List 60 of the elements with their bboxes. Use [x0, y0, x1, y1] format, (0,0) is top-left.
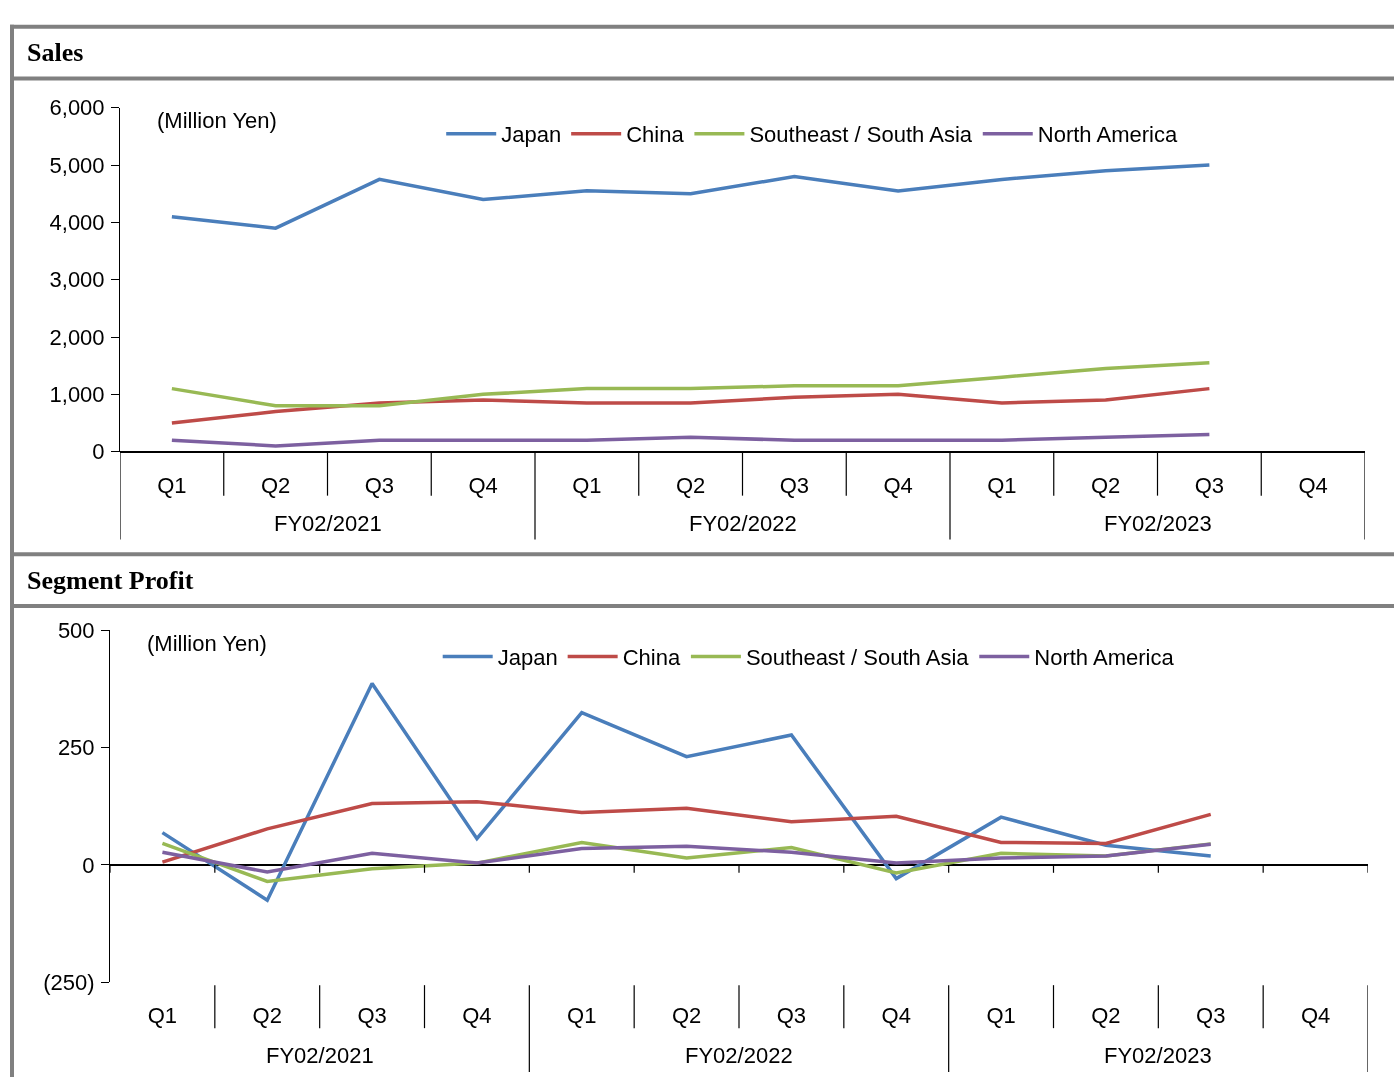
- x-tick-label: Q3: [357, 1003, 387, 1029]
- line-series: [170, 163, 1212, 230]
- x-tick-label: Q4: [883, 472, 913, 498]
- legend-label: China: [626, 122, 685, 148]
- y-tick-label: (250): [43, 969, 95, 995]
- y-tick-label: 0: [92, 439, 105, 465]
- legend-label: Southeast / South Asia: [749, 122, 973, 148]
- x-tick-label: Q4: [1300, 1003, 1331, 1029]
- x-tick-label: Q2: [671, 1003, 702, 1029]
- legend-label: North America: [1037, 122, 1178, 148]
- x-tick-label: Q1: [147, 1003, 178, 1029]
- chart-title: Sales: [27, 38, 84, 67]
- x-tick-label: Q1: [157, 472, 187, 498]
- x-tick-label: Q4: [881, 1003, 911, 1029]
- legend-label: China: [622, 645, 681, 671]
- line-series: [160, 681, 1213, 902]
- y-tick-label: 6,000: [49, 95, 105, 121]
- x-tick-label: Q2: [252, 1003, 282, 1029]
- x-tick-label: Q3: [364, 472, 395, 498]
- line-series: [160, 842, 1213, 874]
- x-tick-label: Q2: [1090, 472, 1121, 498]
- annotation: (Million Yen): [147, 631, 267, 656]
- line-series: [170, 432, 1212, 448]
- y-tick-label: 4,000: [49, 210, 105, 236]
- y-tick-label: 1,000: [49, 382, 105, 408]
- x-tick-label: Q1: [567, 1003, 597, 1029]
- x-tick-label: Q1: [987, 472, 1017, 498]
- x-tick-label: Q4: [462, 1003, 492, 1029]
- chart-title: Segment Profit: [27, 566, 194, 595]
- annotation: (Million Yen): [157, 108, 277, 133]
- x-tick-label: Q3: [776, 1003, 807, 1029]
- legend-label: Japan: [501, 122, 562, 148]
- x-tick-label: Q3: [1194, 472, 1225, 498]
- x-tick-label: Q3: [1196, 1003, 1226, 1029]
- y-tick-label: 0: [82, 852, 95, 878]
- line-series: [170, 386, 1212, 425]
- legend-label: Japan: [497, 645, 558, 671]
- text: FY02/2023: [1104, 1043, 1212, 1068]
- text: FY02/2023: [1104, 511, 1212, 536]
- x-tick-label: Q2: [675, 472, 706, 498]
- x-tick-label: Q4: [1298, 472, 1328, 498]
- x-tick-label: Q3: [779, 472, 810, 498]
- line-series: [170, 361, 1212, 408]
- text: FY02/2021: [274, 511, 382, 536]
- text: FY02/2021: [266, 1043, 374, 1068]
- legend-label: Southeast / South Asia: [745, 645, 970, 671]
- legend-label: North America: [1034, 645, 1175, 671]
- y-tick-label: 5,000: [49, 152, 105, 178]
- x-tick-label: Q1: [572, 472, 602, 498]
- y-tick-label: 3,000: [49, 267, 105, 293]
- text: FY02/2022: [689, 511, 797, 536]
- x-tick-label: Q2: [260, 472, 291, 498]
- text: FY02/2022: [685, 1043, 793, 1068]
- x-tick-label: Q4: [468, 472, 498, 498]
- y-tick-label: 2,000: [49, 324, 105, 350]
- y-tick-label: 250: [57, 735, 95, 761]
- x-tick-label: Q1: [986, 1003, 1016, 1029]
- line-series: [160, 799, 1213, 864]
- x-tick-label: Q2: [1091, 1003, 1121, 1029]
- y-tick-label: 500: [57, 618, 95, 644]
